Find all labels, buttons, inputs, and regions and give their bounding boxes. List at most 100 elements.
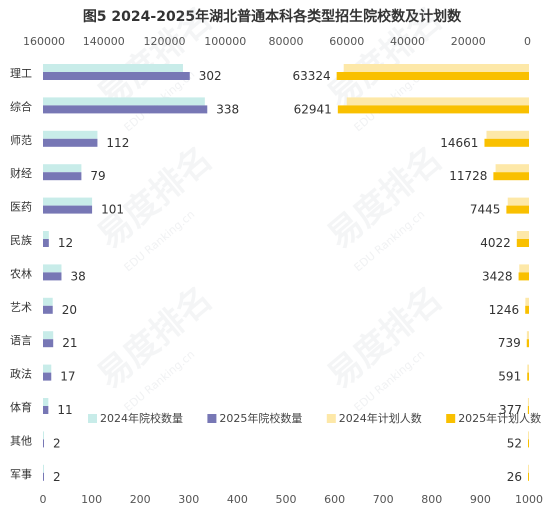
data-label-2025-plan-count: 3428 [482, 269, 513, 283]
category-label: 农林 [10, 266, 32, 280]
bar-2025-plan-count [336, 72, 529, 80]
data-label-2025-plan-count: 1246 [489, 303, 520, 317]
bottom-axis-tick-label: 1000 [515, 493, 543, 506]
bottom-axis-tick-label: 400 [227, 493, 248, 506]
data-label-2025-college-count: 79 [90, 169, 105, 183]
category-label: 艺术 [10, 301, 32, 314]
data-label-2025-plan-count: 4022 [480, 236, 511, 250]
data-label-2025-plan-count: 14661 [440, 136, 478, 150]
bar-2025-plan-count [528, 439, 529, 448]
bottom-axis-tick-label: 500 [276, 493, 297, 506]
bottom-axis-tick-label: 600 [324, 493, 345, 506]
bar-2025-college-count [43, 406, 49, 414]
bar-2024-college-count [43, 97, 205, 106]
bar-2025-plan-count [528, 472, 529, 481]
bar-2024-college-count [43, 431, 44, 440]
legend-swatch [326, 414, 336, 423]
top-axis-tick-label: 120000 [144, 35, 186, 48]
category-label: 财经 [10, 166, 32, 180]
top-axis-tick-label: 40000 [390, 35, 425, 48]
bar-2025-plan-count [484, 138, 529, 147]
top-axis-tick-label: 140000 [83, 35, 125, 48]
bar-2025-college-count [43, 239, 49, 247]
category-label: 师范 [10, 133, 32, 147]
data-label-2025-college-count: 12 [58, 236, 73, 250]
legend-label: 2025年院校数量 [219, 411, 302, 425]
top-axis-tick-label: 80000 [269, 35, 304, 48]
category-label: 军事 [10, 468, 32, 481]
data-label-2025-college-count: 2 [53, 436, 61, 450]
data-label-2025-plan-count: 7445 [470, 203, 501, 217]
data-label-2025-plan-count: 11728 [449, 169, 487, 183]
category-label: 民族 [10, 233, 32, 247]
chart-title: 图5 2024-2025年湖北普通本科各类型招生院校数及计划数 [82, 9, 462, 25]
bar-2025-college-count [43, 439, 44, 448]
bar-2024-plan-count [507, 197, 529, 206]
bar-2025-plan-count [527, 406, 529, 414]
category-label: 综合 [10, 99, 32, 113]
bar-2024-college-count [43, 130, 98, 139]
bar-2025-college-count [43, 272, 62, 281]
bar-2024-college-count [43, 231, 49, 239]
bar-2024-plan-count [343, 64, 529, 72]
bottom-axis-tick-label: 900 [470, 493, 491, 506]
bottom-axis-tick-label: 200 [130, 493, 151, 506]
bar-2025-college-count [43, 138, 98, 147]
data-label-2025-college-count: 21 [62, 336, 77, 350]
legend-swatch [207, 414, 217, 423]
category-label: 理工 [10, 67, 32, 80]
bar-2025-plan-count [526, 339, 529, 348]
bar-2024-plan-count [528, 431, 529, 440]
category-label: 医药 [10, 201, 32, 214]
category-label: 其他 [10, 434, 32, 447]
category-label: 政法 [10, 367, 32, 381]
bar-2024-plan-count [486, 130, 529, 139]
bar-2024-plan-count [346, 97, 529, 106]
data-label-2025-plan-count: 63324 [292, 69, 330, 83]
bar-2024-college-count [43, 264, 62, 273]
legend-label: 2024年计划人数 [339, 411, 422, 425]
bar-2025-college-count [43, 305, 53, 314]
bar-2024-college-count [43, 64, 183, 72]
data-label-2025-plan-count: 62941 [294, 102, 332, 116]
data-label-2025-plan-count: 739 [498, 336, 521, 350]
top-axis-tick-label: 160000 [23, 35, 65, 48]
data-label-2025-plan-count: 52 [507, 436, 522, 450]
bar-2025-college-count [43, 372, 52, 381]
bar-2024-college-count [43, 164, 82, 173]
bar-2024-plan-count [528, 464, 529, 473]
legend-swatch [446, 414, 456, 423]
bar-2024-plan-count [519, 264, 529, 273]
data-label-2025-college-count: 338 [216, 102, 239, 116]
bar-2025-plan-count [337, 105, 529, 114]
bar-2025-plan-count [525, 305, 529, 314]
bar-2024-college-count [43, 398, 49, 406]
bar-2025-college-count [43, 472, 44, 481]
bar-2024-plan-count [527, 398, 529, 406]
data-label-2025-college-count: 20 [62, 303, 77, 317]
data-label-2025-college-count: 2 [53, 470, 61, 484]
bar-2024-college-count [43, 464, 44, 473]
top-axis-tick-label: 0 [524, 35, 531, 48]
top-axis-tick-label: 20000 [451, 35, 486, 48]
bar-2024-college-count [43, 197, 93, 206]
bottom-axis-tick-label: 800 [421, 493, 442, 506]
top-axis-tick-label: 60000 [329, 35, 364, 48]
bar-2025-plan-count [516, 239, 529, 247]
bar-2025-plan-count [506, 205, 529, 214]
bar-2024-plan-count [525, 297, 529, 306]
bar-2025-plan-count [493, 172, 529, 181]
bar-2024-plan-count [527, 364, 529, 373]
bottom-axis-tick-label: 300 [178, 493, 199, 506]
bar-2025-college-count [43, 339, 54, 348]
legend-swatch [88, 414, 97, 423]
data-label-2025-plan-count: 377 [499, 403, 522, 417]
bar-2025-college-count [43, 172, 82, 181]
bar-2024-plan-count [516, 231, 529, 239]
category-label: 体育 [10, 400, 32, 414]
bar-2025-college-count [43, 105, 208, 114]
data-label-2025-college-count: 17 [60, 370, 75, 384]
data-label-2025-college-count: 112 [106, 136, 129, 150]
